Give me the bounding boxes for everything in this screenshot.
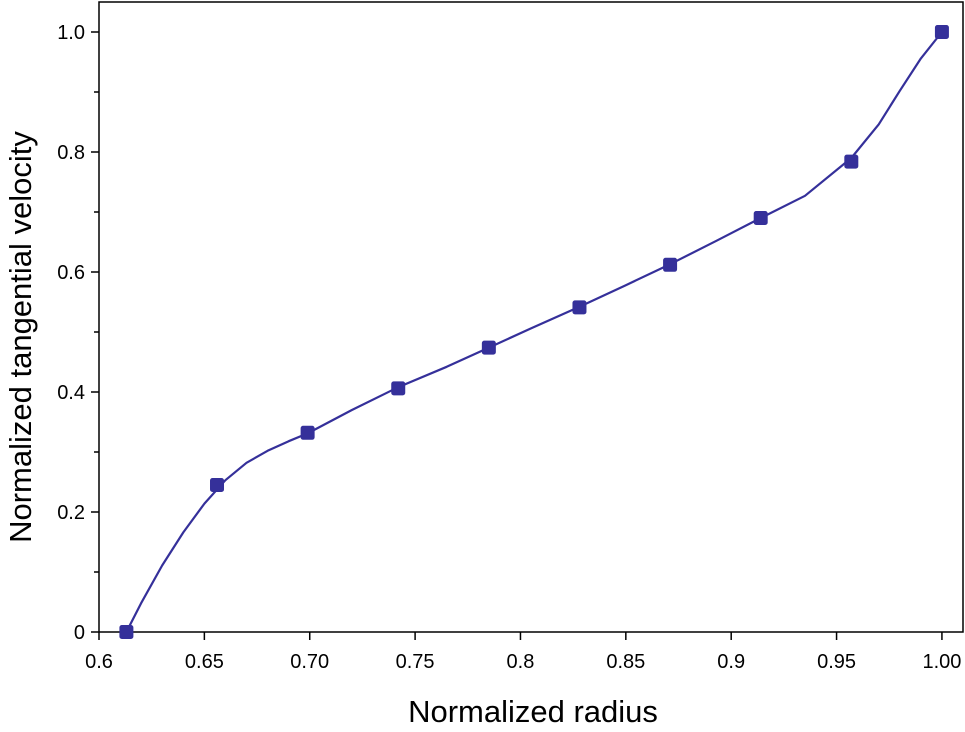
data-point (663, 257, 678, 272)
x-tick-label: 0.6 (85, 651, 113, 673)
data-point (572, 300, 587, 315)
x-tick-label: 0.9 (717, 651, 745, 673)
data-point (210, 478, 225, 492)
fit-layer (125, 30, 944, 634)
y-tick-label: 0 (74, 622, 85, 644)
data-point (391, 381, 406, 396)
y-tick-label: 1.0 (57, 22, 85, 44)
fit-line (125, 30, 944, 634)
data-point (844, 154, 859, 169)
x-tick-label: 1.00 (922, 651, 961, 673)
data-point (119, 625, 134, 639)
data-point (934, 25, 949, 39)
x-tick-label: 0.70 (290, 651, 329, 673)
plot-frame (98, 1, 964, 633)
axes: 0.6 0.65 0.70 0.75 0.8 0.85 0.9 0.95 1.00 0 0.2 0.4… (57, 22, 961, 673)
data-point (753, 211, 768, 225)
y-tick-label: 0.8 (57, 142, 85, 164)
y-axis-title: Normalized tangential velocity (3, 131, 38, 543)
x-axis-title: Normalized radius (408, 694, 658, 729)
x-tick-label: 0.8 (507, 651, 535, 673)
y-tick-label: 0.4 (57, 382, 85, 404)
x-tick-label: 0.95 (817, 651, 856, 673)
points-layer (119, 25, 949, 639)
y-tick-label: 0.2 (57, 502, 85, 524)
y-tick-label: 0.6 (57, 262, 85, 284)
x-tick-label: 0.65 (185, 651, 224, 673)
x-tick-label: 0.85 (606, 651, 645, 673)
data-point (481, 340, 496, 355)
data-point (300, 425, 315, 440)
x-tick-label: 0.75 (396, 651, 435, 673)
